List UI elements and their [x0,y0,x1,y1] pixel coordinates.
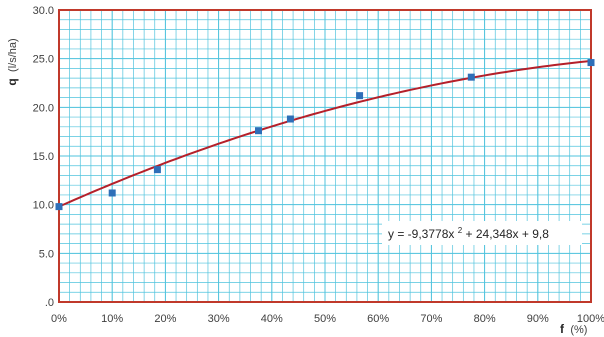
y-tick-label: 5.0 [39,248,54,260]
y-tick-label: 30.0 [33,5,54,17]
y-tick-label: 20.0 [33,102,54,114]
trendline-equation: y = -9,3778x 2 + 24,348x + 9,8 [382,221,582,245]
data-point [356,92,364,100]
y-tick-label: 10.0 [33,200,54,212]
x-tick-label: 10% [101,313,123,325]
data-points [55,59,595,211]
x-axis-label: f [560,322,565,336]
y-tick-labels: .0 5.0 10.0 15.0 20.0 25.0 30.0 [33,5,54,309]
y-tick-label: 25.0 [33,54,54,66]
data-point [467,73,475,81]
equation-exponent: 2 [458,226,463,235]
x-tick-label: 70% [420,313,442,325]
y-tick-label: .0 [45,297,54,309]
equation-prefix: y = -9,3778x [388,227,454,241]
plot-area-border [58,9,592,303]
trendline [58,59,592,208]
x-tick-label: 20% [154,313,176,325]
svg-text:y = -9,3778x 2: y = -9,3778x 2 + 24,348x + 9,8 [388,222,549,241]
x-tick-label: 100% [577,313,604,325]
x-tick-label: 90% [527,313,549,325]
x-tick-label: 50% [314,313,336,325]
x-tick-labels: 0% 10% 20% 30% 40% 50% 60% 70% 80% 90% 100% [51,313,604,325]
y-tick-label: 15.0 [33,151,54,163]
x-tick-label: 80% [474,313,496,325]
data-point [153,166,161,174]
x-tick-label: 40% [261,313,283,325]
y-axis-label: q [5,78,19,85]
x-axis-unit: (%) [570,324,587,336]
data-point [55,203,63,211]
y-axis-unit: (l/s/ha) [7,38,19,72]
y-axis-title: q (l/s/ha) [5,38,19,85]
data-point [286,115,294,123]
x-tick-label: 60% [367,313,389,325]
x-tick-label: 30% [208,313,230,325]
data-point [108,189,116,197]
data-point [587,59,595,67]
data-point [255,127,262,135]
x-axis-title: f (%) [560,322,587,336]
grid [58,9,592,303]
equation-suffix: + 24,348x + 9,8 [466,227,550,241]
x-tick-label: 0% [51,313,67,325]
